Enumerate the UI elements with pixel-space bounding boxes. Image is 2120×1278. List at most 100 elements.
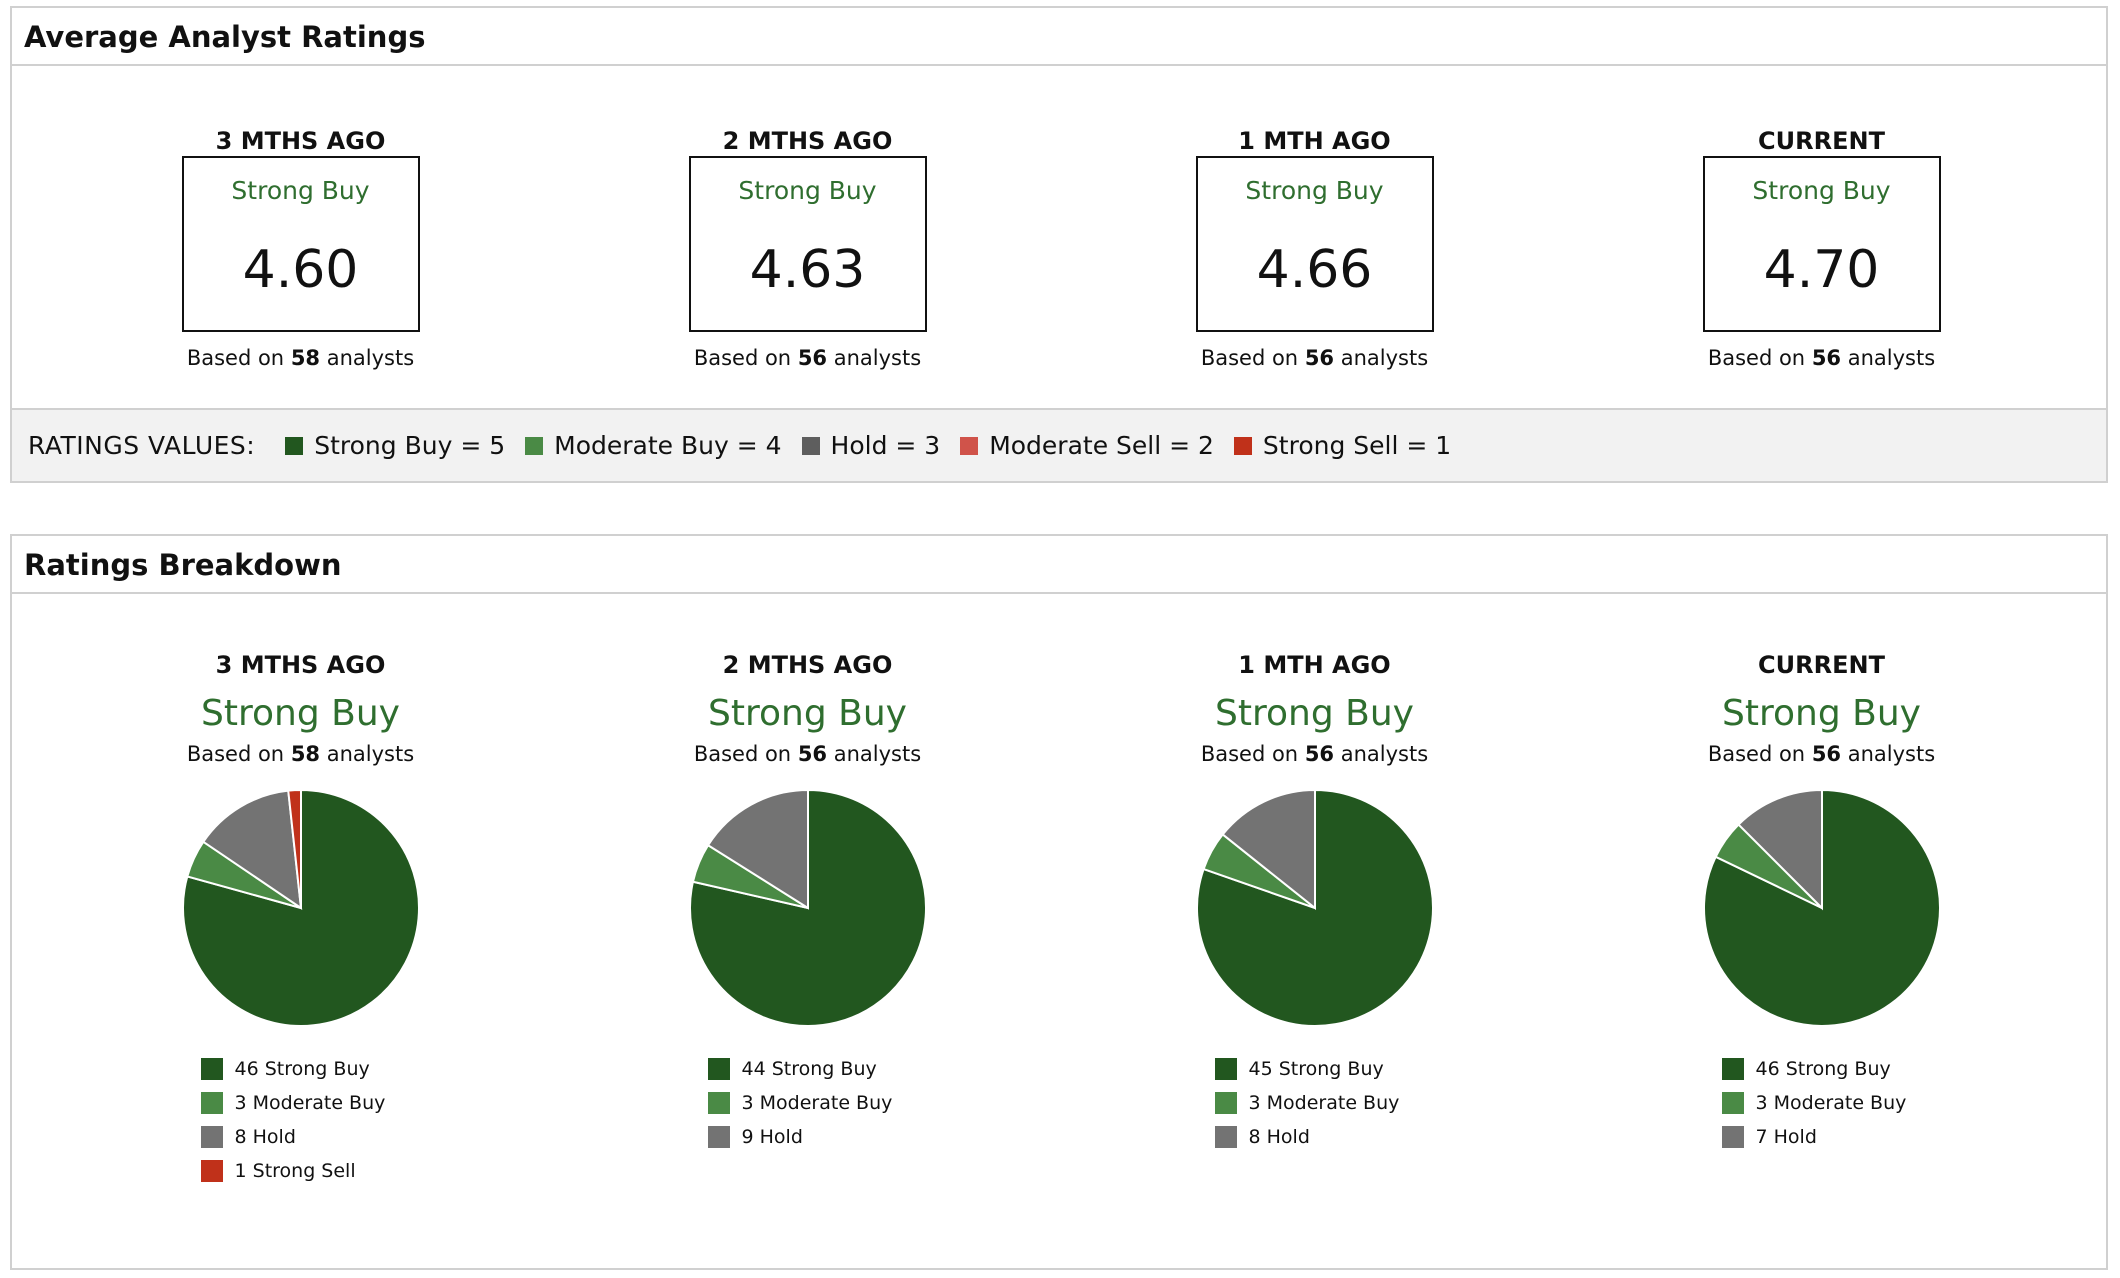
slice-label: Moderate Buy	[252, 1092, 386, 1114]
legend-label: Moderate Sell = 2	[989, 431, 1214, 460]
slice-label: Strong Buy	[264, 1058, 370, 1080]
slice-count: 3	[234, 1092, 247, 1114]
based-on-text: Based on 56 analysts	[1707, 346, 1936, 370]
pie-legend-item: 3 Moderate Buy	[200, 1086, 401, 1120]
pie-legend-item: 45 Strong Buy	[1214, 1052, 1415, 1086]
slice-count: 46	[1755, 1058, 1780, 1080]
swatch	[1214, 1092, 1237, 1114]
consensus-label: Strong Buy	[1215, 693, 1414, 734]
slice-count: 7	[1755, 1126, 1768, 1148]
pie-chart-container	[181, 788, 421, 1028]
pie-legend-item: 44 Strong Buy	[707, 1052, 908, 1086]
based-on-text: Based on 56 analysts	[1200, 742, 1429, 766]
slice-label: Hold	[759, 1126, 803, 1148]
swatch	[200, 1058, 223, 1080]
period-title: 2 MTHS AGO	[722, 127, 893, 155]
pie-chart-container	[1702, 788, 1942, 1028]
legend-label: Strong Sell = 1	[1262, 431, 1452, 460]
rating-label: Strong Buy	[231, 176, 370, 205]
swatch	[960, 436, 979, 455]
swatch	[707, 1126, 730, 1148]
rating-box: Strong Buy 4.66	[1195, 156, 1434, 332]
pie-chart-container	[1195, 788, 1435, 1028]
analyst-count: 56	[1811, 742, 1842, 766]
pie-legend-item: 3 Moderate Buy	[707, 1086, 908, 1120]
consensus-label: Strong Buy	[708, 693, 907, 734]
pie-chart-container	[688, 788, 928, 1028]
legend-item-strong-buy: Strong Buy = 5	[285, 431, 505, 460]
pie-legend: 44 Strong Buy 3 Moderate Buy 9 Hold	[707, 1052, 908, 1154]
ratings-values-title: RATINGS VALUES:	[28, 431, 256, 460]
swatch	[707, 1058, 730, 1080]
breakdown-col-1-mth-ago: 1 MTH AGO Strong Buy Based on 56 analysts 4…	[1061, 650, 1568, 1154]
swatch	[200, 1092, 223, 1114]
rating-label: Strong Buy	[1245, 176, 1384, 205]
legend-item-moderate-sell: Moderate Sell = 2	[960, 431, 1214, 460]
period-title: CURRENT	[1758, 127, 1885, 155]
period-title: 1 MTH AGO	[1238, 127, 1391, 155]
swatch	[1233, 436, 1252, 455]
swatch	[1721, 1092, 1744, 1114]
swatch	[200, 1126, 223, 1148]
pie-legend-item: 46 Strong Buy	[200, 1052, 401, 1086]
analyst-count: 58	[290, 742, 321, 766]
slice-count: 8	[1248, 1126, 1261, 1148]
slice-count: 8	[234, 1126, 247, 1148]
slice-label: Hold	[1266, 1126, 1310, 1148]
legend-label: Moderate Buy = 4	[554, 431, 782, 460]
slice-label: Strong Buy	[1278, 1058, 1384, 1080]
average-ratings-title: Average Analyst Ratings	[12, 8, 2106, 66]
slice-label: Hold	[1773, 1126, 1817, 1148]
slice-label: Moderate Buy	[759, 1092, 893, 1114]
pie-legend-item: 46 Strong Buy	[1721, 1052, 1922, 1086]
swatch	[1214, 1058, 1237, 1080]
pie-legend-item: 8 Hold	[1214, 1120, 1415, 1154]
pie-slice-hold	[1220, 788, 1316, 911]
rating-label: Strong Buy	[1752, 176, 1891, 205]
pie-slice-strong-buy	[688, 788, 927, 1027]
pie-legend-item: 8 Hold	[200, 1120, 401, 1154]
period-title: 2 MTHS AGO	[722, 651, 893, 679]
based-on-text: Based on 58 analysts	[186, 742, 415, 766]
pie-legend-item: 7 Hold	[1721, 1120, 1922, 1154]
pie-slice-strong-sell	[286, 788, 302, 909]
pie-legend-item: 1 Strong Sell	[200, 1154, 401, 1188]
slice-count: 3	[1755, 1092, 1768, 1114]
swatch	[1721, 1126, 1744, 1148]
rating-score: 4.60	[242, 240, 359, 300]
legend-item-moderate-buy: Moderate Buy = 4	[525, 431, 782, 460]
ratings-breakdown-title: Ratings Breakdown	[12, 536, 2106, 594]
legend-label: Hold = 3	[830, 431, 941, 460]
analyst-count: 58	[290, 346, 321, 370]
slice-count: 46	[234, 1058, 259, 1080]
based-on-text: Based on 56 analysts	[693, 346, 922, 370]
pie-legend: 46 Strong Buy 3 Moderate Buy 8 Hold 1 Stron…	[200, 1052, 401, 1188]
based-on-text: Based on 56 analysts	[1200, 346, 1429, 370]
swatch	[285, 436, 304, 455]
rating-score: 4.63	[749, 240, 866, 300]
analyst-count: 56	[797, 742, 828, 766]
rating-score: 4.66	[1256, 240, 1373, 300]
slice-label: Moderate Buy	[1773, 1092, 1907, 1114]
slice-count: 3	[1248, 1092, 1261, 1114]
pie-chart	[688, 788, 927, 1027]
pie-chart	[1702, 788, 1941, 1027]
breakdown-col-current: CURRENT Strong Buy Based on 56 analysts 46 …	[1568, 650, 2075, 1154]
slice-count: 1	[234, 1160, 247, 1182]
analyst-count: 56	[1811, 346, 1842, 370]
pie-chart	[1195, 788, 1434, 1027]
analyst-count: 56	[797, 346, 828, 370]
ratings-values-legend: RATINGS VALUES: Strong Buy = 5 Moderate …	[12, 408, 2106, 481]
pie-slice-strong-buy	[1702, 788, 1941, 1027]
breakdown-col-3-mths-ago: 3 MTHS AGO Strong Buy Based on 58 analysts…	[47, 650, 554, 1188]
rating-label: Strong Buy	[738, 176, 877, 205]
slice-label: Hold	[252, 1126, 296, 1148]
period-title: CURRENT	[1758, 651, 1885, 679]
rating-box: Strong Buy 4.63	[688, 156, 927, 332]
rating-box: Strong Buy 4.70	[1702, 156, 1941, 332]
slice-label: Strong Buy	[1785, 1058, 1891, 1080]
pie-legend: 45 Strong Buy 3 Moderate Buy 8 Hold	[1214, 1052, 1415, 1154]
avg-col-2-mths-ago: 2 MTHS AGO Strong Buy 4.63 Based on 56 a…	[554, 126, 1061, 372]
period-title: 3 MTHS AGO	[215, 127, 386, 155]
slice-count: 9	[741, 1126, 754, 1148]
